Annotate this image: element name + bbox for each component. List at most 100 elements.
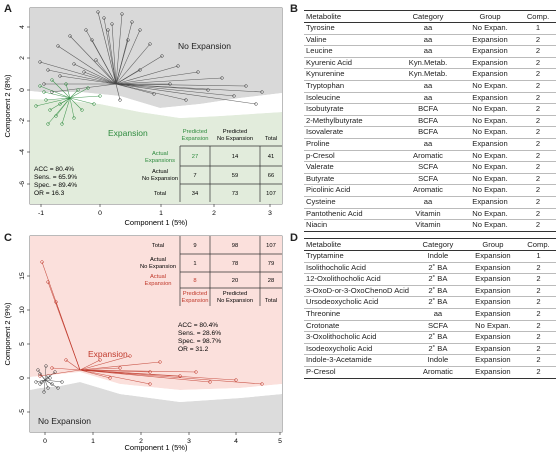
table-row: 2-Methylbutyrate BCFA No Expan. 2 — [304, 115, 556, 128]
loading-point — [110, 22, 114, 26]
cell-a-0-0: 27 — [192, 154, 198, 160]
cell-group: Expansion — [464, 331, 521, 344]
cell-c-0-0: 9 — [193, 243, 196, 249]
cell-group: Expansion — [460, 34, 520, 47]
cell-a-0-1: 14 — [232, 154, 239, 160]
loading-vector — [44, 371, 56, 381]
loading-point — [148, 42, 152, 46]
loading-point — [98, 358, 102, 362]
stat-sens: Sens. = 28.6% — [178, 330, 221, 337]
table-row: Kynurenine Kyn.Metab. Expansion 2 — [304, 68, 556, 81]
cell-metabolite: Isovalerate — [304, 126, 396, 139]
cell-comp: 2 — [520, 115, 556, 128]
cell-comp: 2 — [520, 296, 556, 309]
loading-point — [50, 366, 54, 370]
cell-metabolite: Indole-3-Acetamide — [304, 354, 411, 367]
stat-or: OR = 31.2 — [178, 346, 209, 353]
loading-vector — [35, 97, 71, 107]
cell-category: SCFA — [396, 173, 460, 186]
stat-acc: ACC = 80.4% — [178, 322, 218, 329]
no-expansion-region — [30, 382, 282, 432]
cell-comp: 2 — [520, 161, 556, 174]
cell-group: Expansion — [464, 296, 521, 309]
table-row: Proline aa Expansion 2 — [304, 138, 556, 151]
cell-comp: 2 — [520, 196, 556, 209]
loading-point — [38, 60, 42, 64]
cell-category: Aromatic — [396, 150, 460, 163]
loading-point — [44, 98, 48, 102]
cell-a-2-0: 34 — [192, 191, 199, 197]
loading-vector — [79, 361, 161, 371]
cell-group: Expansion — [460, 196, 520, 209]
col-header-total: Total — [265, 136, 277, 142]
loading-vector — [115, 65, 179, 85]
loading-point — [58, 102, 62, 106]
loading-point — [38, 374, 42, 378]
cell-comp: 2 — [520, 150, 556, 163]
cell-category: aa — [396, 80, 460, 93]
table-row: Valerate SCFA No Expan. 2 — [304, 161, 556, 174]
y-tick-label: 2 — [19, 56, 26, 60]
loading-point — [56, 386, 60, 390]
loading-point — [54, 300, 58, 304]
y-tick-label: -4 — [19, 149, 26, 155]
loading-vector — [69, 97, 95, 105]
loading-vector — [39, 379, 46, 385]
cell-metabolite: Isolithocholic Acid — [304, 262, 411, 275]
cell-group: Expansion — [464, 354, 521, 367]
loading-point — [130, 20, 134, 24]
cell-c-2-1: 20 — [232, 278, 238, 284]
row-header-actual-exp-line1: Actual — [152, 151, 168, 157]
header-comp: Comp. — [520, 238, 556, 251]
loading-point — [50, 382, 54, 386]
cell-metabolite: Tyrosine — [304, 22, 396, 35]
cell-comp: 2 — [520, 343, 556, 356]
loading-vector — [59, 75, 117, 85]
loading-vector — [115, 43, 151, 85]
cell-comp: 2 — [520, 34, 556, 47]
loading-vector — [115, 71, 199, 85]
cell-group: No Expan. — [460, 173, 520, 186]
loading-vector — [44, 377, 51, 381]
region-label-expansion: Expansion — [88, 349, 128, 359]
cell-metabolite: 3-Oxolithocholic Acid — [304, 331, 411, 344]
loading-point — [42, 82, 46, 86]
cell-metabolite: Kyurenic Acid — [304, 57, 396, 70]
cell-comp: 2 — [520, 126, 556, 139]
cell-category: 2˚ BA — [410, 262, 465, 275]
panel-label-d: D — [290, 232, 298, 244]
cell-category: Aromatic — [396, 184, 460, 197]
panel-c-biplot: 0 1 2 3 4 5 -5 0 5 10 15 Expansion No Expansion A… — [3, 235, 283, 452]
table-row: Cysteine aa Expansion 2 — [304, 196, 556, 209]
y-tick-label: 5 — [19, 342, 26, 346]
loading-vector — [115, 39, 129, 85]
loading-vector — [69, 95, 101, 99]
table-row: Threonine aa Expansion 2 — [304, 308, 556, 321]
cell-category: 2˚ BA — [410, 296, 465, 309]
loading-point — [102, 16, 106, 20]
col-header-pred-noexp-line1: Predicted — [223, 129, 248, 135]
cell-category: BCFA — [396, 115, 460, 128]
cell-metabolite: 2-Methylbutyrate — [304, 115, 396, 128]
y-axis-label-a: Component 2 (8%) — [3, 74, 12, 137]
x-tick-label: 0 — [43, 438, 47, 445]
cell-metabolite: Cysteine — [304, 196, 396, 209]
cell-comp: 2 — [520, 184, 556, 197]
row-header-actual-noexp-line1: Actual — [152, 169, 168, 175]
loading-vector — [79, 369, 263, 385]
x-tick-label: 1 — [91, 438, 95, 445]
loading-point — [82, 70, 86, 74]
cell-category: BCFA — [396, 103, 460, 116]
cell-category: aa — [396, 196, 460, 209]
loading-point — [38, 382, 42, 386]
loading-vector — [39, 85, 71, 99]
cell-group: No Expan. — [460, 184, 520, 197]
x-tick-label: 0 — [98, 210, 102, 217]
table-row: 3-Oxolithocholic Acid 2˚ BA Expansion 2 — [304, 331, 556, 344]
loading-point — [260, 382, 264, 386]
col-header-pred-noexp-line1: Predicted — [223, 291, 248, 297]
loading-point — [96, 10, 100, 14]
loading-point — [42, 90, 46, 94]
loading-point — [254, 102, 258, 106]
loading-point — [53, 370, 57, 374]
